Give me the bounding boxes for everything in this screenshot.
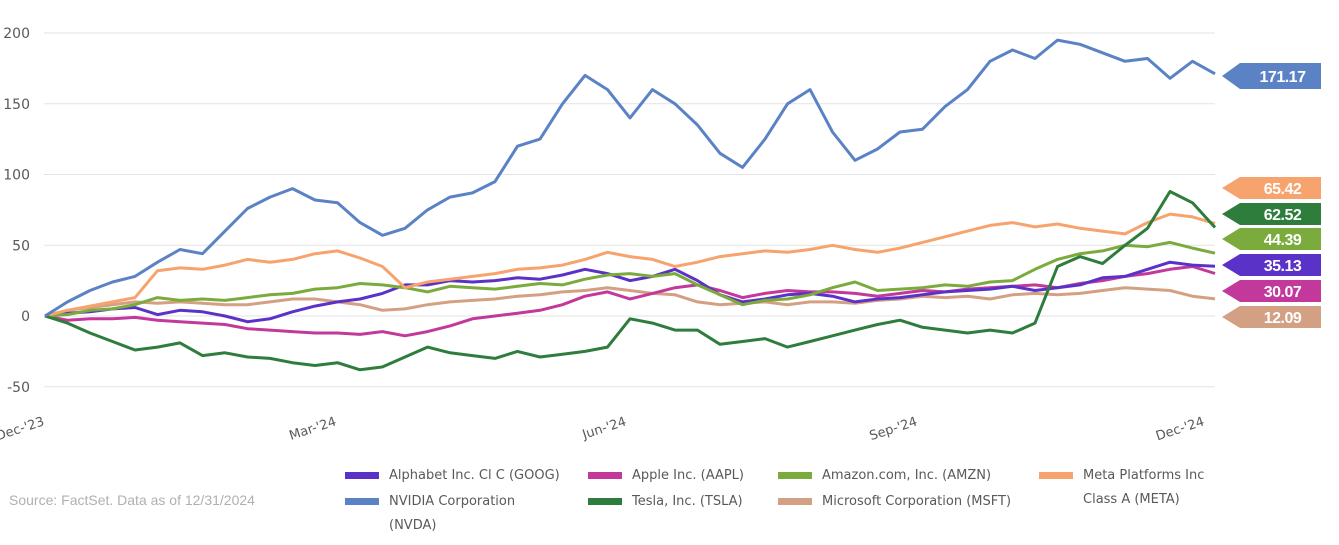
legend-label-meta: Meta Platforms Inc Class A (META) <box>1083 468 1205 507</box>
legend-label-msft: Microsoft Corporation (MSFT) <box>822 494 1012 509</box>
end-value-tag-meta: 65.42 <box>1222 177 1321 199</box>
end-value-tag-aapl: 30.07 <box>1222 280 1321 302</box>
end-value-tags: 171.17 65.42 62.52 44.39 35.13 30.07 12.09 <box>1222 63 1321 328</box>
legend-item-nvda: NVIDIA Corporation (NVDA) <box>345 490 535 538</box>
tag-value: 35.13 <box>1264 258 1302 275</box>
x-tick-label: Sep-'24 <box>868 415 920 445</box>
end-value-tag-nvda: 171.17 <box>1222 63 1321 89</box>
legend-label-nvda: NVIDIA Corporation (NVDA) <box>389 494 516 533</box>
legend-item-goog: Alphabet Inc. Cl C (GOOG) <box>345 464 560 488</box>
tag-shape <box>1222 63 1321 89</box>
x-axis-ticks: Dec-'23 Mar-'24 Jun-'24 Sep-'24 Dec-'24 <box>0 415 1206 445</box>
tag-value: 30.07 <box>1264 284 1302 301</box>
y-tick-label: 200 <box>3 26 30 42</box>
x-tick-label: Mar-'24 <box>287 415 338 444</box>
series-line-aapl <box>44 265 1216 338</box>
tag-value: 44.39 <box>1264 232 1302 249</box>
tag-shape <box>1222 203 1321 225</box>
tag-value: 171.17 <box>1260 69 1307 86</box>
legend-swatch-tsla <box>588 498 622 505</box>
legend-item-aapl: Apple Inc. (AAPL) <box>588 464 744 488</box>
legend-label-amzn: Amazon.com, Inc. (AMZN) <box>822 468 992 483</box>
tag-shape <box>1222 254 1321 276</box>
series-line-meta <box>44 212 1216 318</box>
legend-label-tsla: Tesla, Inc. (TSLA) <box>632 494 743 509</box>
y-tick-label: 150 <box>3 97 30 113</box>
y-tick-label: 100 <box>3 168 30 184</box>
y-tick-label: 50 <box>12 238 30 254</box>
legend-swatch-meta <box>1039 472 1073 479</box>
series-line-goog <box>44 260 1216 324</box>
tag-value: 62.52 <box>1264 207 1302 224</box>
tag-value: 65.42 <box>1264 181 1302 198</box>
legend-item-amzn: Amazon.com, Inc. (AMZN) <box>778 464 991 488</box>
line-chart: -50 0 50 100 150 200 Dec-'23 Mar-'24 Jun-'24 Sep… <box>0 26 1321 445</box>
tag-shape <box>1222 228 1321 250</box>
legend-swatch-aapl <box>588 472 622 479</box>
legend-label-goog: Alphabet Inc. Cl C (GOOG) <box>389 468 560 483</box>
tag-shape <box>1222 177 1321 199</box>
tag-shape <box>1222 306 1321 328</box>
series-line-amzn <box>44 240 1216 318</box>
series-lines <box>44 38 1217 372</box>
legend-label-aapl: Apple Inc. (AAPL) <box>632 468 744 483</box>
legend-item-tsla: Tesla, Inc. (TSLA) <box>588 490 743 514</box>
end-value-tag-goog: 35.13 <box>1222 254 1321 276</box>
series-line-msft <box>44 286 1216 318</box>
x-tick-label: Jun-'24 <box>580 415 629 444</box>
legend-item-msft: Microsoft Corporation (MSFT) <box>778 490 1011 514</box>
end-value-tag-tsla: 62.52 <box>1222 203 1321 225</box>
y-tick-label: -50 <box>7 380 30 396</box>
legend-swatch-nvda <box>345 498 379 505</box>
legend-swatch-amzn <box>778 472 812 479</box>
x-tick-label: Dec-'23 <box>0 415 46 445</box>
source-note: Source: FactSet. Data as of 12/31/2024 <box>9 492 255 508</box>
series-line-tsla <box>44 190 1217 372</box>
gridlines <box>44 32 1215 388</box>
series-line-nvda <box>44 38 1216 318</box>
tag-shape <box>1222 280 1321 302</box>
legend-item-meta: Meta Platforms Inc Class A (META) <box>1039 464 1239 512</box>
tag-value: 12.09 <box>1264 310 1302 327</box>
legend-swatch-msft <box>778 498 812 505</box>
end-value-tag-amzn: 44.39 <box>1222 228 1321 250</box>
x-tick-label: Dec-'24 <box>1154 415 1206 445</box>
end-value-tag-msft: 12.09 <box>1222 306 1321 328</box>
legend-swatch-goog <box>345 472 379 479</box>
y-tick-label: 0 <box>21 309 30 325</box>
y-axis-ticks: -50 0 50 100 150 200 <box>3 26 30 396</box>
